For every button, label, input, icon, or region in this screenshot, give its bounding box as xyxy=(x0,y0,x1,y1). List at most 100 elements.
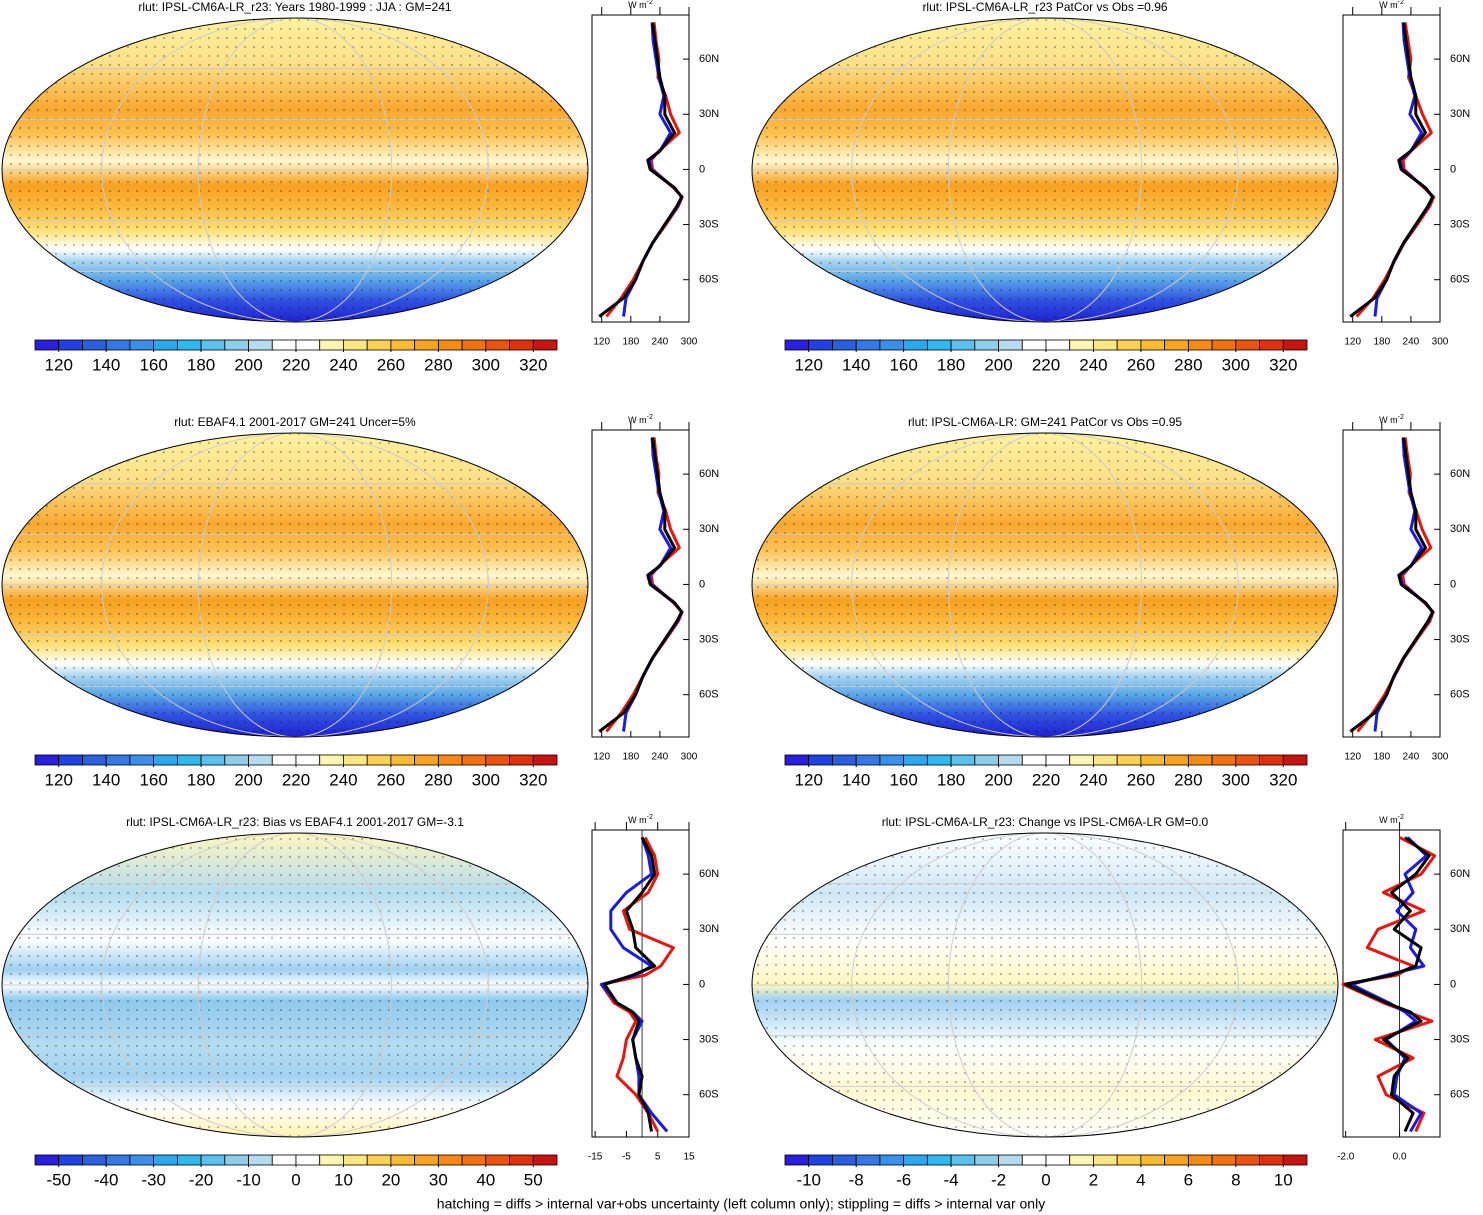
colorbar-box xyxy=(784,339,810,351)
colorbar-box xyxy=(808,1154,833,1166)
colorbar-box xyxy=(343,754,368,766)
colorbar-label: 200 xyxy=(234,355,262,374)
colorbar-box xyxy=(34,339,60,351)
colorbar-box xyxy=(295,1154,321,1166)
x-tick-label: 300 xyxy=(681,752,698,763)
colorbar-box xyxy=(926,339,952,351)
zonal-line xyxy=(1349,22,1435,318)
x-tick-label: 240 xyxy=(652,752,669,763)
x-tick-label: 180 xyxy=(1373,337,1390,348)
colorbar-label: 10 xyxy=(1274,1170,1293,1189)
colorbar-box xyxy=(461,1154,487,1166)
units-exponent: -2 xyxy=(647,814,653,821)
y-tick-label: 30N xyxy=(1450,108,1470,120)
colorbar-label: 120 xyxy=(795,355,823,374)
colorbar-box xyxy=(1045,1154,1071,1166)
colorbar-box xyxy=(58,339,83,351)
units-text: W m xyxy=(1379,415,1398,425)
colorbar-box xyxy=(343,339,368,351)
colorbar-box xyxy=(1140,339,1166,351)
colorbar-label: 20 xyxy=(381,1170,400,1189)
units-exponent: -2 xyxy=(647,0,653,6)
colorbar-box xyxy=(271,1154,297,1166)
colorbar-label: -20 xyxy=(189,1170,214,1189)
zonal-units: W m-2 xyxy=(628,414,653,426)
units-text: W m xyxy=(628,815,647,825)
y-tick-label: 60N xyxy=(699,468,719,480)
colorbar-label: 180 xyxy=(937,355,965,374)
colorbar-box xyxy=(271,754,297,766)
x-tick-label: 240 xyxy=(652,337,669,348)
colorbar-box xyxy=(879,1154,905,1166)
zonal-line xyxy=(605,437,684,733)
colorbar-label: 300 xyxy=(1222,355,1250,374)
colorbar-label: 320 xyxy=(1269,770,1297,789)
colorbar-label: -2 xyxy=(991,1170,1006,1189)
map-border xyxy=(751,17,1339,323)
y-tick-label: 30N xyxy=(1450,523,1470,535)
colorbar-label: -50 xyxy=(46,1170,71,1189)
colorbar-box xyxy=(855,754,881,766)
colorbar-box xyxy=(224,339,249,351)
colorbar-label: 240 xyxy=(329,770,357,789)
colorbar-label: 240 xyxy=(329,355,357,374)
colorbar-box xyxy=(1021,339,1047,351)
colorbar-box xyxy=(1045,754,1071,766)
colorbar-box xyxy=(974,754,999,766)
colorbar-box xyxy=(974,1154,999,1166)
colorbar-label: 200 xyxy=(984,355,1012,374)
panel-title: rlut: IPSL-CM6A-LR_r23: Bias vs EBAF4.1 … xyxy=(126,815,464,829)
colorbar-box xyxy=(532,754,558,766)
colorbar-box xyxy=(390,754,416,766)
colorbar-label: 30 xyxy=(429,1170,448,1189)
panel-title: rlut: IPSL-CM6A-LR: GM=241 PatCor vs Obs… xyxy=(908,415,1182,429)
colorbar-box xyxy=(832,754,857,766)
colorbar-box xyxy=(1282,754,1308,766)
colorbar-box xyxy=(1211,339,1237,351)
x-tick-label: -5 xyxy=(622,1152,631,1163)
colorbar-box xyxy=(855,1154,881,1166)
colorbar-label: 2 xyxy=(1089,1170,1098,1189)
colorbar-box xyxy=(485,754,510,766)
colorbar-label: 280 xyxy=(424,355,452,374)
colorbar-box xyxy=(295,754,321,766)
colorbar-label: 260 xyxy=(377,355,405,374)
y-tick-label: 30S xyxy=(1450,633,1470,645)
zonal-line xyxy=(1355,22,1436,318)
colorbar-box xyxy=(1282,1154,1308,1166)
x-tick-label: 180 xyxy=(622,752,639,763)
y-tick-label: 60N xyxy=(1450,468,1470,480)
colorbar-box xyxy=(1235,339,1260,351)
colorbar-box xyxy=(998,1154,1023,1166)
x-tick-label: -2.0 xyxy=(1337,1152,1355,1163)
colorbar-box xyxy=(176,754,202,766)
colorbar-box xyxy=(224,754,249,766)
colorbar-box xyxy=(200,1154,226,1166)
colorbar-box xyxy=(248,754,273,766)
x-tick-label: 120 xyxy=(1344,337,1361,348)
colorbar-box xyxy=(1093,754,1118,766)
map-border xyxy=(1,432,589,738)
colorbar-box xyxy=(1045,339,1071,351)
colorbar-box xyxy=(1282,339,1308,351)
colorbar-box xyxy=(366,1154,392,1166)
units-exponent: -2 xyxy=(1398,0,1404,6)
zonal-line xyxy=(599,836,669,1133)
colorbar-box xyxy=(879,754,905,766)
zonal-line xyxy=(598,22,684,318)
x-tick-label: 300 xyxy=(1432,337,1449,348)
zonal-line xyxy=(1344,836,1431,1133)
units-exponent: -2 xyxy=(647,414,653,421)
colorbar-box xyxy=(1259,339,1284,351)
colorbar-box xyxy=(414,339,439,351)
colorbar-label: -30 xyxy=(141,1170,166,1189)
colorbar-label: 180 xyxy=(187,770,215,789)
colorbar-box xyxy=(1259,754,1284,766)
colorbar-box xyxy=(319,754,344,766)
colorbar-box xyxy=(248,1154,273,1166)
y-tick-label: 30S xyxy=(1450,1033,1470,1045)
colorbar-label: 300 xyxy=(472,770,500,789)
map xyxy=(751,17,1339,323)
zonal-units: W m-2 xyxy=(1379,0,1404,10)
